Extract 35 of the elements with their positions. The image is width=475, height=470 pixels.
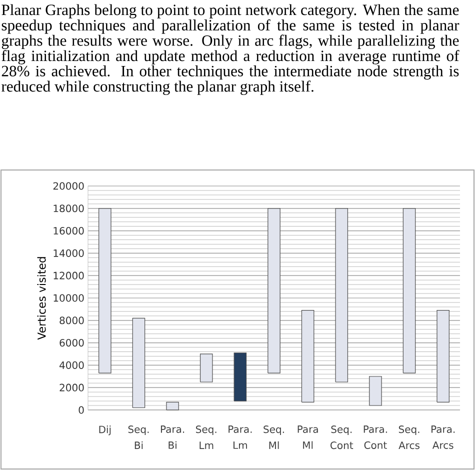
bar [132,318,146,408]
bar [301,310,314,402]
y-tick-label: 14000 [54,249,84,257]
text: Planar Graphs belong to point to point network category. When the same speedup techniques and parallelization of the same is tested in planar graphs the results were worse. Only in arc flags, while parallelizing the flag initialization and update method a reduction in average runtime of 28% is achieved. In other techniques the intermediate node strength is reduced while constructing the planar graph itself. [2,4,460,95]
x-tick-label: Para. Cont [364,426,387,449]
y-tick-label: 6000 [60,338,84,347]
bar [200,354,213,382]
y-tick-label: 2000 [60,384,84,392]
y-tick-label: 4000 [60,361,84,369]
x-tick-label: Para. Arcs [432,426,455,449]
x-tick-label: Para. Bi [160,426,184,449]
y-tick-label: 18000 [54,204,84,212]
bar [335,208,348,382]
y-tick-label: 0 [78,406,84,414]
x-tick-label: Seq. Lm [196,426,216,449]
bar [369,376,382,406]
bar [234,352,247,402]
bar [98,208,112,374]
x-tick-label: Para Ml [298,426,318,449]
bar [166,402,179,410]
x-tick-label: Seq. Arcs [398,426,420,450]
y-tick-label: 10000 [54,294,84,302]
x-tick-label: Dij [99,426,111,436]
bar [402,208,416,374]
x-tick-label: Para. Lm [228,426,252,449]
x-tick-label: Seq. Bi [128,426,149,449]
y-tick-label: 12000 [54,272,84,280]
x-tick-label: Seq. Cont [330,426,354,450]
bar [268,208,280,374]
y-tick-label: 16000 [54,226,84,235]
y-axis-title: Vertices visited [37,257,46,340]
bar [436,310,450,402]
y-tick-label: 20000 [53,182,84,190]
x-tick-label: Seq. Ml [264,426,284,449]
y-tick-label: 8000 [60,316,84,324]
